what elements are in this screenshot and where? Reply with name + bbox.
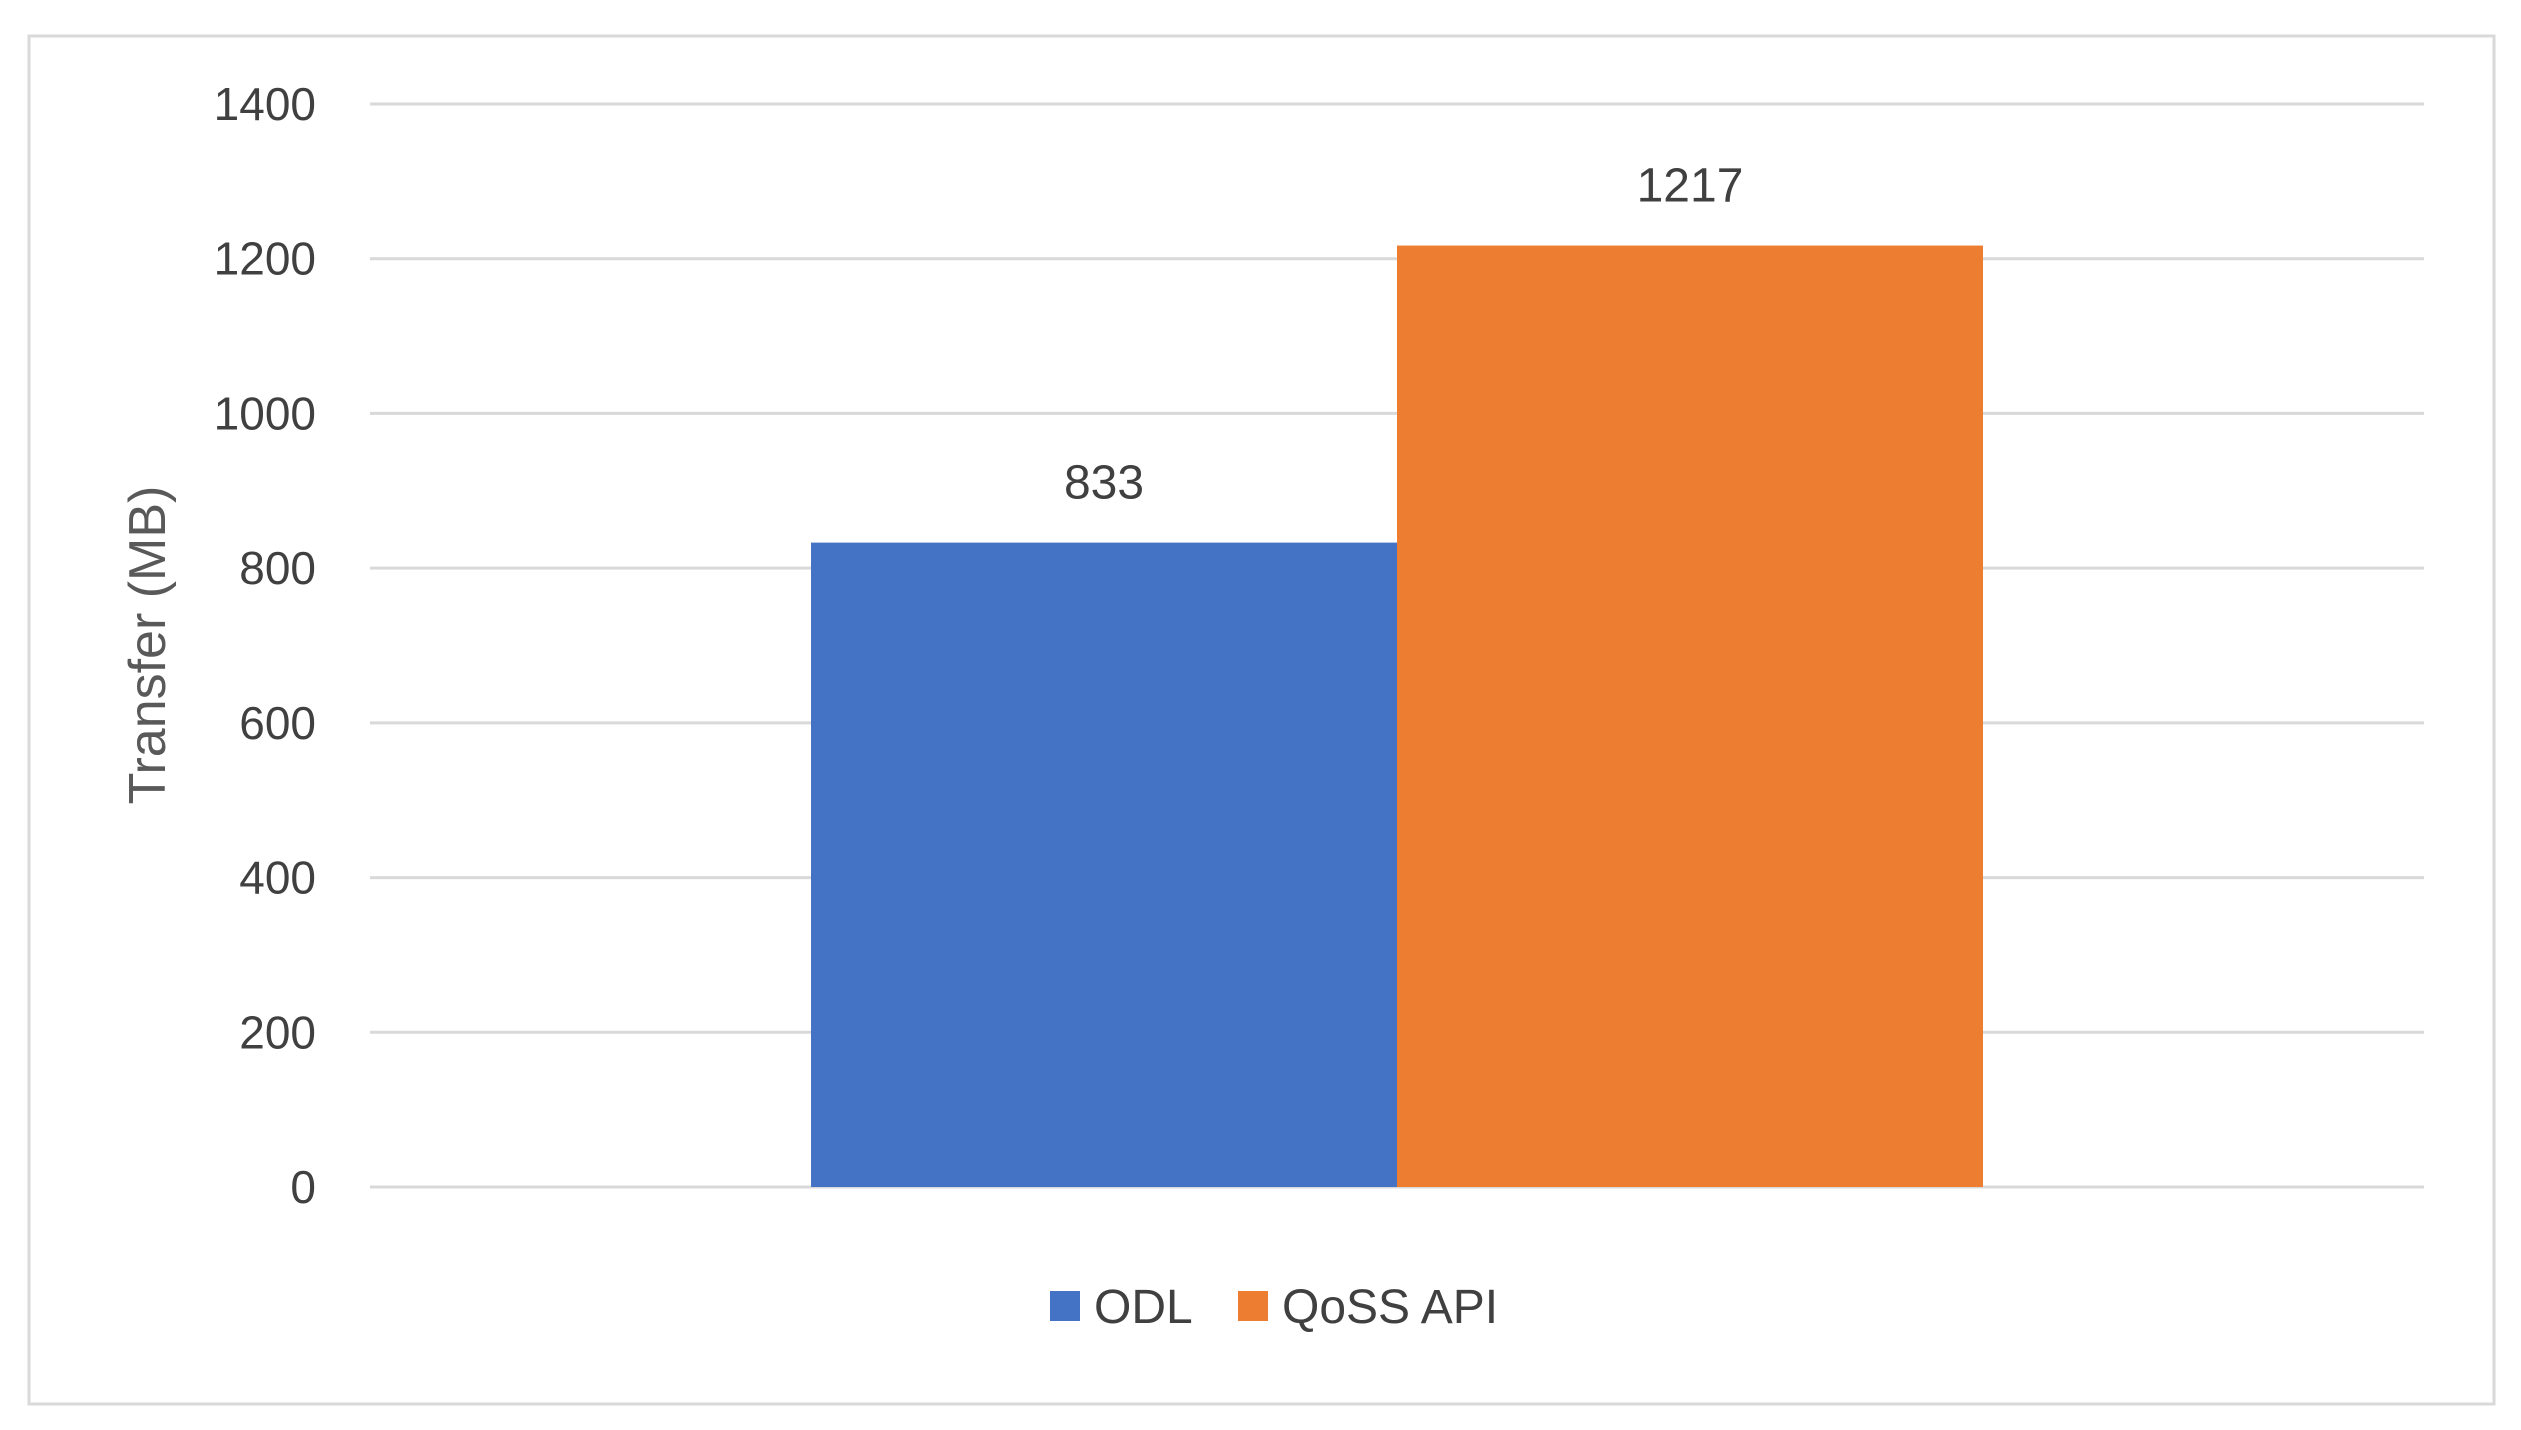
y-axis-ticks: 0 200 400 600 800 1000 1200 1400 xyxy=(214,78,316,1213)
y-tick-label: 0 xyxy=(290,1161,316,1213)
legend-swatch xyxy=(1050,1291,1080,1321)
data-label: 833 xyxy=(1064,457,1144,510)
bars xyxy=(811,245,1983,1187)
bar-odl xyxy=(811,542,1397,1187)
y-tick-label: 600 xyxy=(239,697,316,749)
y-tick-label: 400 xyxy=(239,852,316,904)
y-axis-title: Transfer (MB) xyxy=(119,486,177,805)
legend-swatch xyxy=(1238,1291,1268,1321)
y-tick-label: 1200 xyxy=(214,233,316,285)
y-tick-label: 800 xyxy=(239,542,316,594)
data-label: 1217 xyxy=(1637,160,1744,213)
legend-label: ODL xyxy=(1094,1281,1193,1334)
y-tick-label: 1000 xyxy=(214,387,316,439)
y-tick-label: 200 xyxy=(239,1006,316,1058)
legend-label: QoSS API xyxy=(1282,1281,1498,1334)
legend: ODL QoSS API xyxy=(1050,1281,1498,1334)
y-tick-label: 1400 xyxy=(214,78,316,130)
data-labels: 833 1217 xyxy=(1064,160,1743,510)
bar-qoss-api xyxy=(1397,245,1983,1187)
